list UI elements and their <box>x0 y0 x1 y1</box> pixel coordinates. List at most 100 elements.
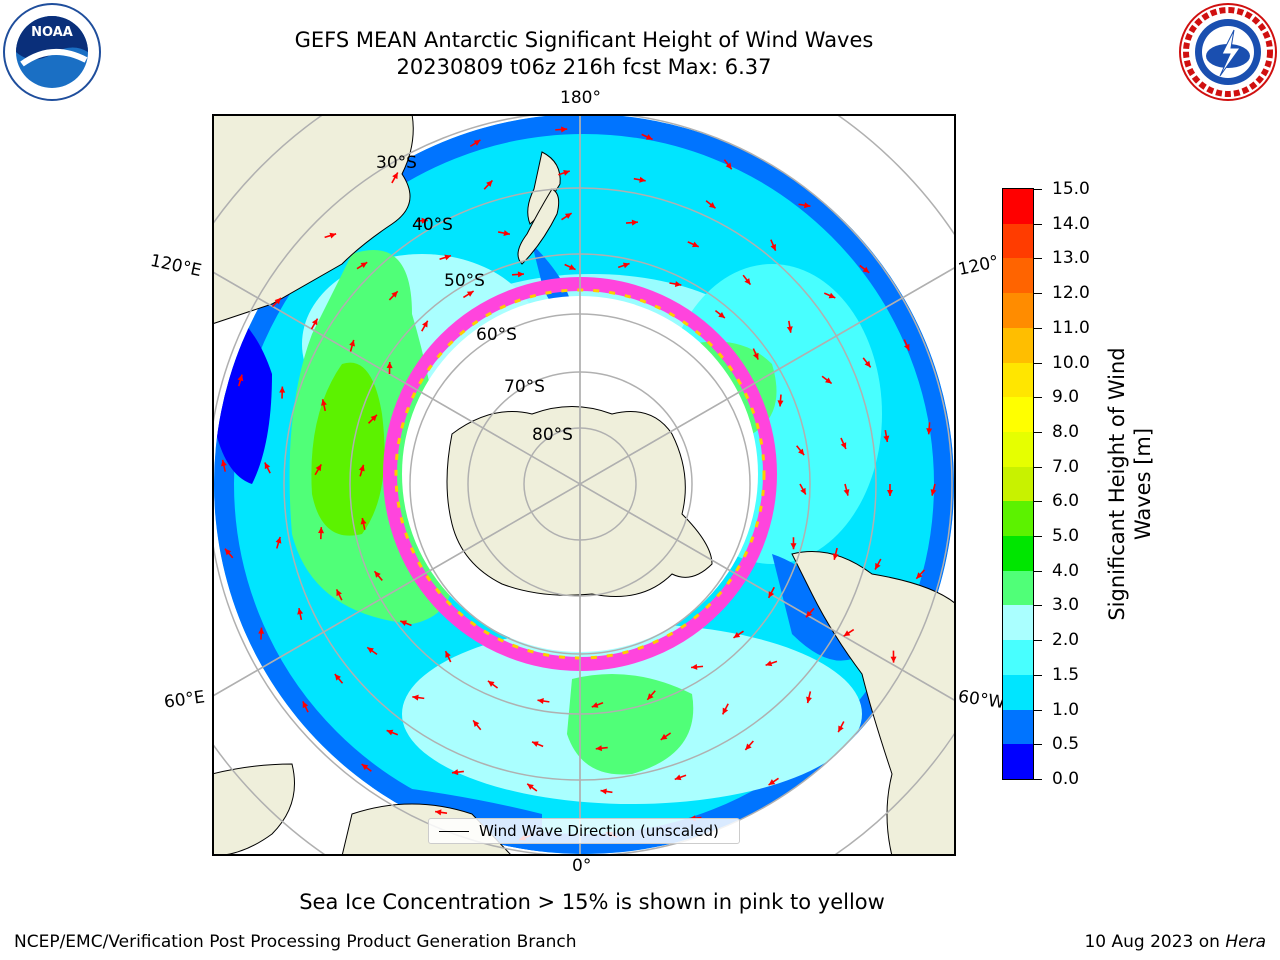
wind-wave-arrowhead <box>745 743 752 750</box>
noaa-logo: NOAA <box>3 3 101 101</box>
wind-wave-arrowhead <box>349 339 356 347</box>
wind-wave-arrowhead <box>532 741 539 747</box>
wind-wave-arrowhead <box>765 660 773 667</box>
colorbar-segment <box>1003 570 1033 606</box>
meridian-line <box>579 483 955 702</box>
wind-wave-arrowhead <box>838 725 844 733</box>
wind-wave-arrowhead <box>311 318 318 326</box>
wind-wave-arrowhead <box>916 572 923 579</box>
wind-wave-arrowhead <box>391 291 398 298</box>
land-new-zealand-south <box>517 188 560 265</box>
wind-wave-arrowhead <box>334 674 341 681</box>
wind-wave-arrowhead <box>708 202 716 209</box>
wind-wave-arrowhead <box>828 292 836 299</box>
wind-wave-arrowhead <box>561 126 568 133</box>
colorbar-tick-mark <box>1034 223 1042 225</box>
wind-wave-arrowhead <box>800 487 806 495</box>
wind-wave-arrowhead <box>725 162 732 170</box>
wind-wave-arrowhead <box>279 386 286 393</box>
wind-wave-arrowhead <box>825 377 832 384</box>
sea-ice-note: Sea Ice Concentration > 15% is shown in … <box>299 890 885 914</box>
wind-wave-arrowhead <box>422 320 428 328</box>
colorbar-tick-mark <box>1034 744 1042 746</box>
colorbar-tick-mark <box>1034 640 1042 642</box>
wind-wave-arrowhead <box>264 462 271 470</box>
lon-label-120e: 120°E <box>148 250 204 282</box>
colorbar-tick-label: 5.0 <box>1052 526 1080 547</box>
colorbar-tick-mark <box>1034 674 1042 676</box>
wind-wave-arrowhead <box>392 172 398 180</box>
wind-wave-arrowhead <box>832 553 839 560</box>
lon-label-60w: 60°W <box>956 686 1007 714</box>
colorbar-tick-label: 2.0 <box>1052 630 1080 651</box>
wind-wave-arrowhead <box>744 278 751 285</box>
wind-wave-arrowhead <box>386 729 394 736</box>
wind-wave-arrowhead <box>237 374 244 382</box>
colorbar-segment <box>1003 605 1033 641</box>
wind-wave-arrowhead <box>595 745 603 752</box>
wave-region-5m-west <box>311 362 385 536</box>
wind-wave-arrowhead <box>803 202 811 209</box>
wind-wave-arrowhead <box>647 693 654 700</box>
wind-wave-arrowhead <box>466 291 474 297</box>
wind-wave-arrowhead <box>302 701 309 709</box>
wind-wave-arrowhead <box>733 632 741 638</box>
land-australia <box>213 115 414 325</box>
colorbar-tick-mark <box>1034 501 1042 503</box>
colorbar-segment <box>1003 501 1033 537</box>
latitude-circle <box>213 115 953 855</box>
wind-wave-arrowhead <box>622 262 630 269</box>
colorbar-title-line2: Waves [m] <box>1131 427 1155 541</box>
wind-wave-arrowhead <box>318 527 325 534</box>
meridian-line <box>213 483 581 697</box>
credit-date: 10 Aug 2023 on Hera <box>1084 932 1266 952</box>
nws-logo <box>1179 3 1277 101</box>
colorbar-tick-mark <box>1034 189 1042 190</box>
wind-wave-arrowhead <box>777 400 784 407</box>
wind-wave-arrowhead <box>274 297 281 305</box>
colorbar-segment <box>1003 189 1033 224</box>
wind-wave-arrowhead <box>591 702 599 708</box>
colorbar-title-line1: Significant Height of Wind <box>1105 347 1129 621</box>
wind-wave-arrowhead <box>930 489 937 496</box>
wind-wave-arrowhead <box>275 536 282 544</box>
wind-wave-arrowhead <box>926 428 933 435</box>
wind-wave-arrowhead <box>645 134 653 140</box>
colorbar-title: Significant Height of Wind Waves [m] <box>1104 304 1156 664</box>
wind-wave-arrowhead <box>386 362 393 369</box>
lat-label-70s: 70°S <box>504 377 545 397</box>
wind-wave-arrowhead <box>692 241 699 248</box>
colorbar-tick-mark <box>1034 709 1042 711</box>
colorbar-tick-label: 7.0 <box>1052 456 1080 477</box>
colorbar-tick-label: 8.0 <box>1052 421 1080 442</box>
colorbar-tick-mark <box>1034 258 1042 260</box>
colorbar-tick-label: 10.0 <box>1052 352 1090 373</box>
colorbar-tick-label: 9.0 <box>1052 387 1080 408</box>
wind-wave-arrowhead <box>722 707 729 715</box>
wind-wave-arrowhead <box>843 630 851 637</box>
lon-label-0: 0° <box>572 856 592 876</box>
legend-line <box>439 831 469 832</box>
chart-subtitle: 20230809 t06z 216h fcst Max: 6.37 <box>396 55 772 79</box>
colorbar <box>1002 188 1034 780</box>
map-legend: Wind Wave Direction (unscaled) <box>428 818 740 844</box>
colorbar-tick-label: 1.5 <box>1052 664 1080 685</box>
map-frame <box>212 114 956 856</box>
wind-wave-arrowhead <box>370 414 377 422</box>
wind-wave-arrowhead <box>568 264 576 270</box>
lat-label-80s: 80°S <box>532 425 573 445</box>
lon-label-180: 180° <box>560 88 601 108</box>
wind-wave-arrowhead <box>631 219 638 226</box>
colorbar-tick-mark <box>1034 605 1042 607</box>
land-south-america <box>791 551 955 855</box>
lon-label-60e: 60°E <box>162 687 207 713</box>
wind-wave-arrowhead <box>374 571 381 578</box>
colorbar-tick-label: 1.0 <box>1052 699 1080 720</box>
colorbar-segment <box>1003 709 1033 745</box>
wind-wave-arrowhead <box>486 180 493 187</box>
wind-wave-arrowhead <box>527 783 534 790</box>
credit-host: Hera <box>1225 932 1266 952</box>
wind-wave-arrowhead <box>400 620 407 627</box>
wind-wave-arrowhead <box>444 254 452 261</box>
wind-wave-arrowhead <box>639 176 646 183</box>
